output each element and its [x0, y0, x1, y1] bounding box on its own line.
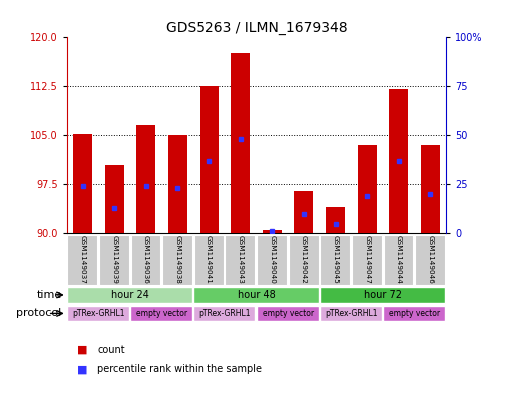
Bar [200, 86, 219, 233]
Bar [67, 235, 97, 285]
Text: GSM1149038: GSM1149038 [174, 235, 181, 284]
Text: protocol: protocol [16, 309, 62, 318]
Text: hour 72: hour 72 [364, 290, 402, 300]
Bar [99, 235, 129, 285]
Text: GSM1149047: GSM1149047 [364, 235, 370, 284]
Bar [226, 235, 255, 285]
Bar [256, 306, 319, 321]
Text: hour 24: hour 24 [111, 290, 149, 300]
Text: empty vector: empty vector [389, 309, 440, 318]
Text: pTRex-GRHL1: pTRex-GRHL1 [199, 309, 251, 318]
Text: GSM1149043: GSM1149043 [238, 235, 244, 284]
Text: pTRex-GRHL1: pTRex-GRHL1 [325, 309, 378, 318]
Bar [352, 235, 382, 285]
Text: GSM1149039: GSM1149039 [111, 235, 117, 284]
Bar [193, 306, 255, 321]
Bar [321, 235, 350, 285]
Bar [67, 306, 129, 321]
Bar [263, 230, 282, 233]
Text: ■: ■ [77, 364, 87, 375]
Text: GSM1149042: GSM1149042 [301, 235, 307, 284]
Bar [257, 235, 287, 285]
Text: time: time [36, 290, 62, 300]
Text: GSM1149036: GSM1149036 [143, 235, 149, 284]
Bar [384, 235, 413, 285]
Bar [67, 287, 192, 303]
Text: percentile rank within the sample: percentile rank within the sample [97, 364, 263, 375]
Text: empty vector: empty vector [263, 309, 313, 318]
Bar [289, 235, 319, 285]
Text: GSM1149041: GSM1149041 [206, 235, 212, 284]
Bar [326, 207, 345, 233]
Bar [320, 287, 445, 303]
Bar [320, 306, 382, 321]
Text: GSM1149046: GSM1149046 [427, 235, 433, 284]
Bar [389, 89, 408, 233]
Bar [162, 235, 192, 285]
Bar [294, 191, 313, 233]
Text: pTRex-GRHL1: pTRex-GRHL1 [72, 309, 125, 318]
Text: ■: ■ [77, 345, 87, 355]
Bar [231, 53, 250, 233]
Bar [73, 134, 92, 233]
Text: GSM1149040: GSM1149040 [269, 235, 275, 284]
Bar [105, 165, 124, 233]
Bar [194, 235, 224, 285]
Bar [168, 135, 187, 233]
Text: GSM1149044: GSM1149044 [396, 235, 402, 284]
Bar [358, 145, 377, 233]
Text: GSM1149045: GSM1149045 [332, 235, 339, 284]
Text: empty vector: empty vector [136, 309, 187, 318]
Bar [131, 235, 161, 285]
Title: GDS5263 / ILMN_1679348: GDS5263 / ILMN_1679348 [166, 20, 347, 35]
Bar [130, 306, 192, 321]
Text: GSM1149037: GSM1149037 [80, 235, 86, 284]
Text: count: count [97, 345, 125, 355]
Bar [416, 235, 445, 285]
Bar [193, 287, 319, 303]
Bar [136, 125, 155, 233]
Bar [383, 306, 445, 321]
Text: hour 48: hour 48 [238, 290, 275, 300]
Bar [421, 145, 440, 233]
